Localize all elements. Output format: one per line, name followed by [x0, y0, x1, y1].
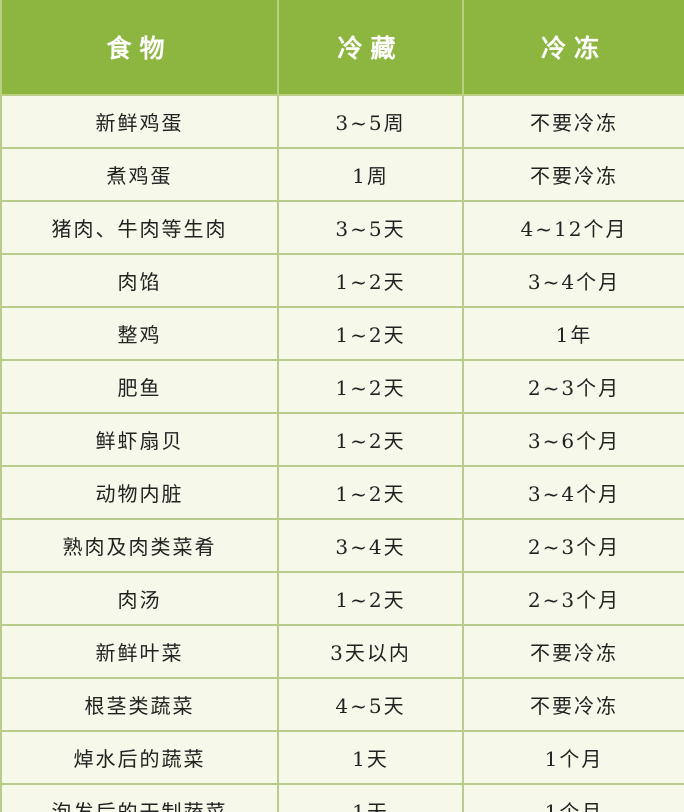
table-cell: 2~3个月 [462, 518, 684, 573]
table-cell: 新鲜叶菜 [0, 624, 279, 679]
table-cell: 3~4个月 [462, 253, 684, 308]
table-cell: 1年 [462, 306, 684, 361]
table-row: 鲜虾扇贝 1~2天 3~6个月 [0, 412, 684, 467]
table-cell: 不要冷冻 [462, 94, 684, 149]
header-cell: 冷冻 [462, 0, 684, 96]
table-cell: 泡发后的干制蔬菜 [0, 783, 279, 812]
table-cell: 4~12个月 [462, 200, 684, 255]
table-cell: 1~2天 [277, 571, 464, 626]
table-cell: 3~4个月 [462, 465, 684, 520]
table-cell: 1~2天 [277, 253, 464, 308]
table-row: 猪肉、牛肉等生肉 3~5天 4~12个月 [0, 200, 684, 255]
table-cell: 整鸡 [0, 306, 279, 361]
table-cell: 肉汤 [0, 571, 279, 626]
table-cell: 肉馅 [0, 253, 279, 308]
table-cell: 不要冷冻 [462, 147, 684, 202]
table-cell: 动物内脏 [0, 465, 279, 520]
table-row: 熟肉及肉类菜肴 3~4天 2~3个月 [0, 518, 684, 573]
table-row: 新鲜叶菜 3天以内 不要冷冻 [0, 624, 684, 679]
table-cell: 1~2天 [277, 412, 464, 467]
table-cell: 不要冷冻 [462, 677, 684, 732]
table-body: 新鲜鸡蛋 3~5周 不要冷冻 煮鸡蛋 1周 不要冷冻 猪肉、牛肉等生肉 3~5天 4~12个月肉… [0, 94, 684, 812]
table-row: 肥鱼 1~2天 2~3个月 [0, 359, 684, 414]
table-cell: 1~2天 [277, 306, 464, 361]
table-cell: 肥鱼 [0, 359, 279, 414]
table-cell: 鲜虾扇贝 [0, 412, 279, 467]
table-cell: 猪肉、牛肉等生肉 [0, 200, 279, 255]
header-row: 食物 冷藏 冷冻 [0, 0, 684, 96]
table-row: 肉汤 1~2天 2~3个月 [0, 571, 684, 626]
table-cell: 3~4天 [277, 518, 464, 573]
table-row: 泡发后的干制蔬菜 1天 1个月 [0, 783, 684, 812]
table-cell: 2~3个月 [462, 359, 684, 414]
table-row: 煮鸡蛋 1周 不要冷冻 [0, 147, 684, 202]
table-cell: 1~2天 [277, 359, 464, 414]
table-cell: 1个月 [462, 730, 684, 785]
table-cell: 3~5周 [277, 94, 464, 149]
header-cell: 食物 [0, 0, 279, 96]
table-cell: 新鲜鸡蛋 [0, 94, 279, 149]
table-cell: 熟肉及肉类菜肴 [0, 518, 279, 573]
table-row: 肉馅 1~2天 3~4个月 [0, 253, 684, 308]
table-row: 整鸡 1~2天 1年 [0, 306, 684, 361]
table-cell: 3~6个月 [462, 412, 684, 467]
table-row: 新鲜鸡蛋 3~5周 不要冷冻 [0, 94, 684, 149]
table-cell: 根茎类蔬菜 [0, 677, 279, 732]
table-cell: 1天 [277, 783, 464, 812]
table-row: 焯水后的蔬菜 1天 1个月 [0, 730, 684, 785]
table-row: 根茎类蔬菜 4~5天 不要冷冻 [0, 677, 684, 732]
table-cell: 2~3个月 [462, 571, 684, 626]
header-cell: 冷藏 [277, 0, 464, 96]
table-cell: 1周 [277, 147, 464, 202]
table-cell: 1~2天 [277, 465, 464, 520]
table-cell: 4~5天 [277, 677, 464, 732]
table-cell: 3天以内 [277, 624, 464, 679]
table-cell: 煮鸡蛋 [0, 147, 279, 202]
table-row: 动物内脏 1~2天 3~4个月 [0, 465, 684, 520]
table-cell: 1天 [277, 730, 464, 785]
table-cell: 焯水后的蔬菜 [0, 730, 279, 785]
table-cell: 3~5天 [277, 200, 464, 255]
table-cell: 不要冷冻 [462, 624, 684, 679]
table-cell: 1个月 [462, 783, 684, 812]
